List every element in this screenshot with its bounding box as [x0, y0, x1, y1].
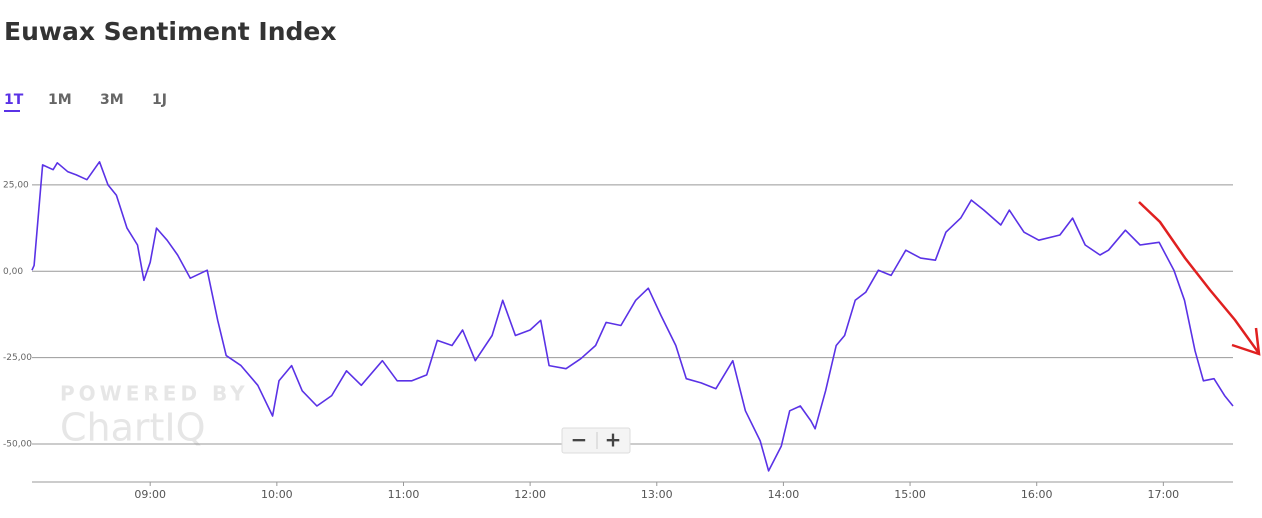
tabs: 1T 1M 3M 1J: [4, 92, 167, 112]
zoom-in-button[interactable]: +: [605, 428, 622, 452]
y-tick-label: -50,00: [3, 440, 32, 450]
x-tick-label: 11:00: [388, 488, 420, 501]
period-tab[interactable]: 1J: [152, 92, 167, 108]
y-tick-label: 25,00: [3, 180, 29, 190]
watermark: POWERED BY: [60, 382, 249, 406]
period-tab[interactable]: 1T: [4, 92, 24, 108]
x-tick-label: 16:00: [1021, 488, 1053, 501]
x-tick-label: 09:00: [134, 488, 166, 501]
plot: 25,00 0,00 -25,00 -50,00 09:00 10:00 11:00 12:0…: [3, 161, 1234, 501]
annotation-arrow-head: [1231, 327, 1261, 356]
chart-title: Euwax Sentiment Index: [4, 17, 336, 46]
watermark: ChartIQ: [60, 406, 206, 450]
x-tick-label: 14:00: [768, 488, 800, 501]
y-tick-label: 0,00: [3, 267, 23, 277]
period-tab[interactable]: 1M: [48, 92, 72, 108]
x-tick-label: 17:00: [1147, 488, 1179, 501]
x-tick-label: 15:00: [894, 488, 926, 501]
x-tick-label: 12:00: [514, 488, 546, 501]
zoom-controls: [561, 427, 631, 454]
x-tick-label: 10:00: [261, 488, 293, 501]
zoom-out-button[interactable]: −: [571, 428, 588, 452]
sentiment-line: [31, 161, 1234, 472]
annotation-arrow: [1138, 201, 1260, 353]
x-tick-label: 13:00: [641, 488, 673, 501]
period-tab[interactable]: 3M: [100, 92, 124, 108]
y-tick-label: -25,00: [3, 353, 32, 363]
